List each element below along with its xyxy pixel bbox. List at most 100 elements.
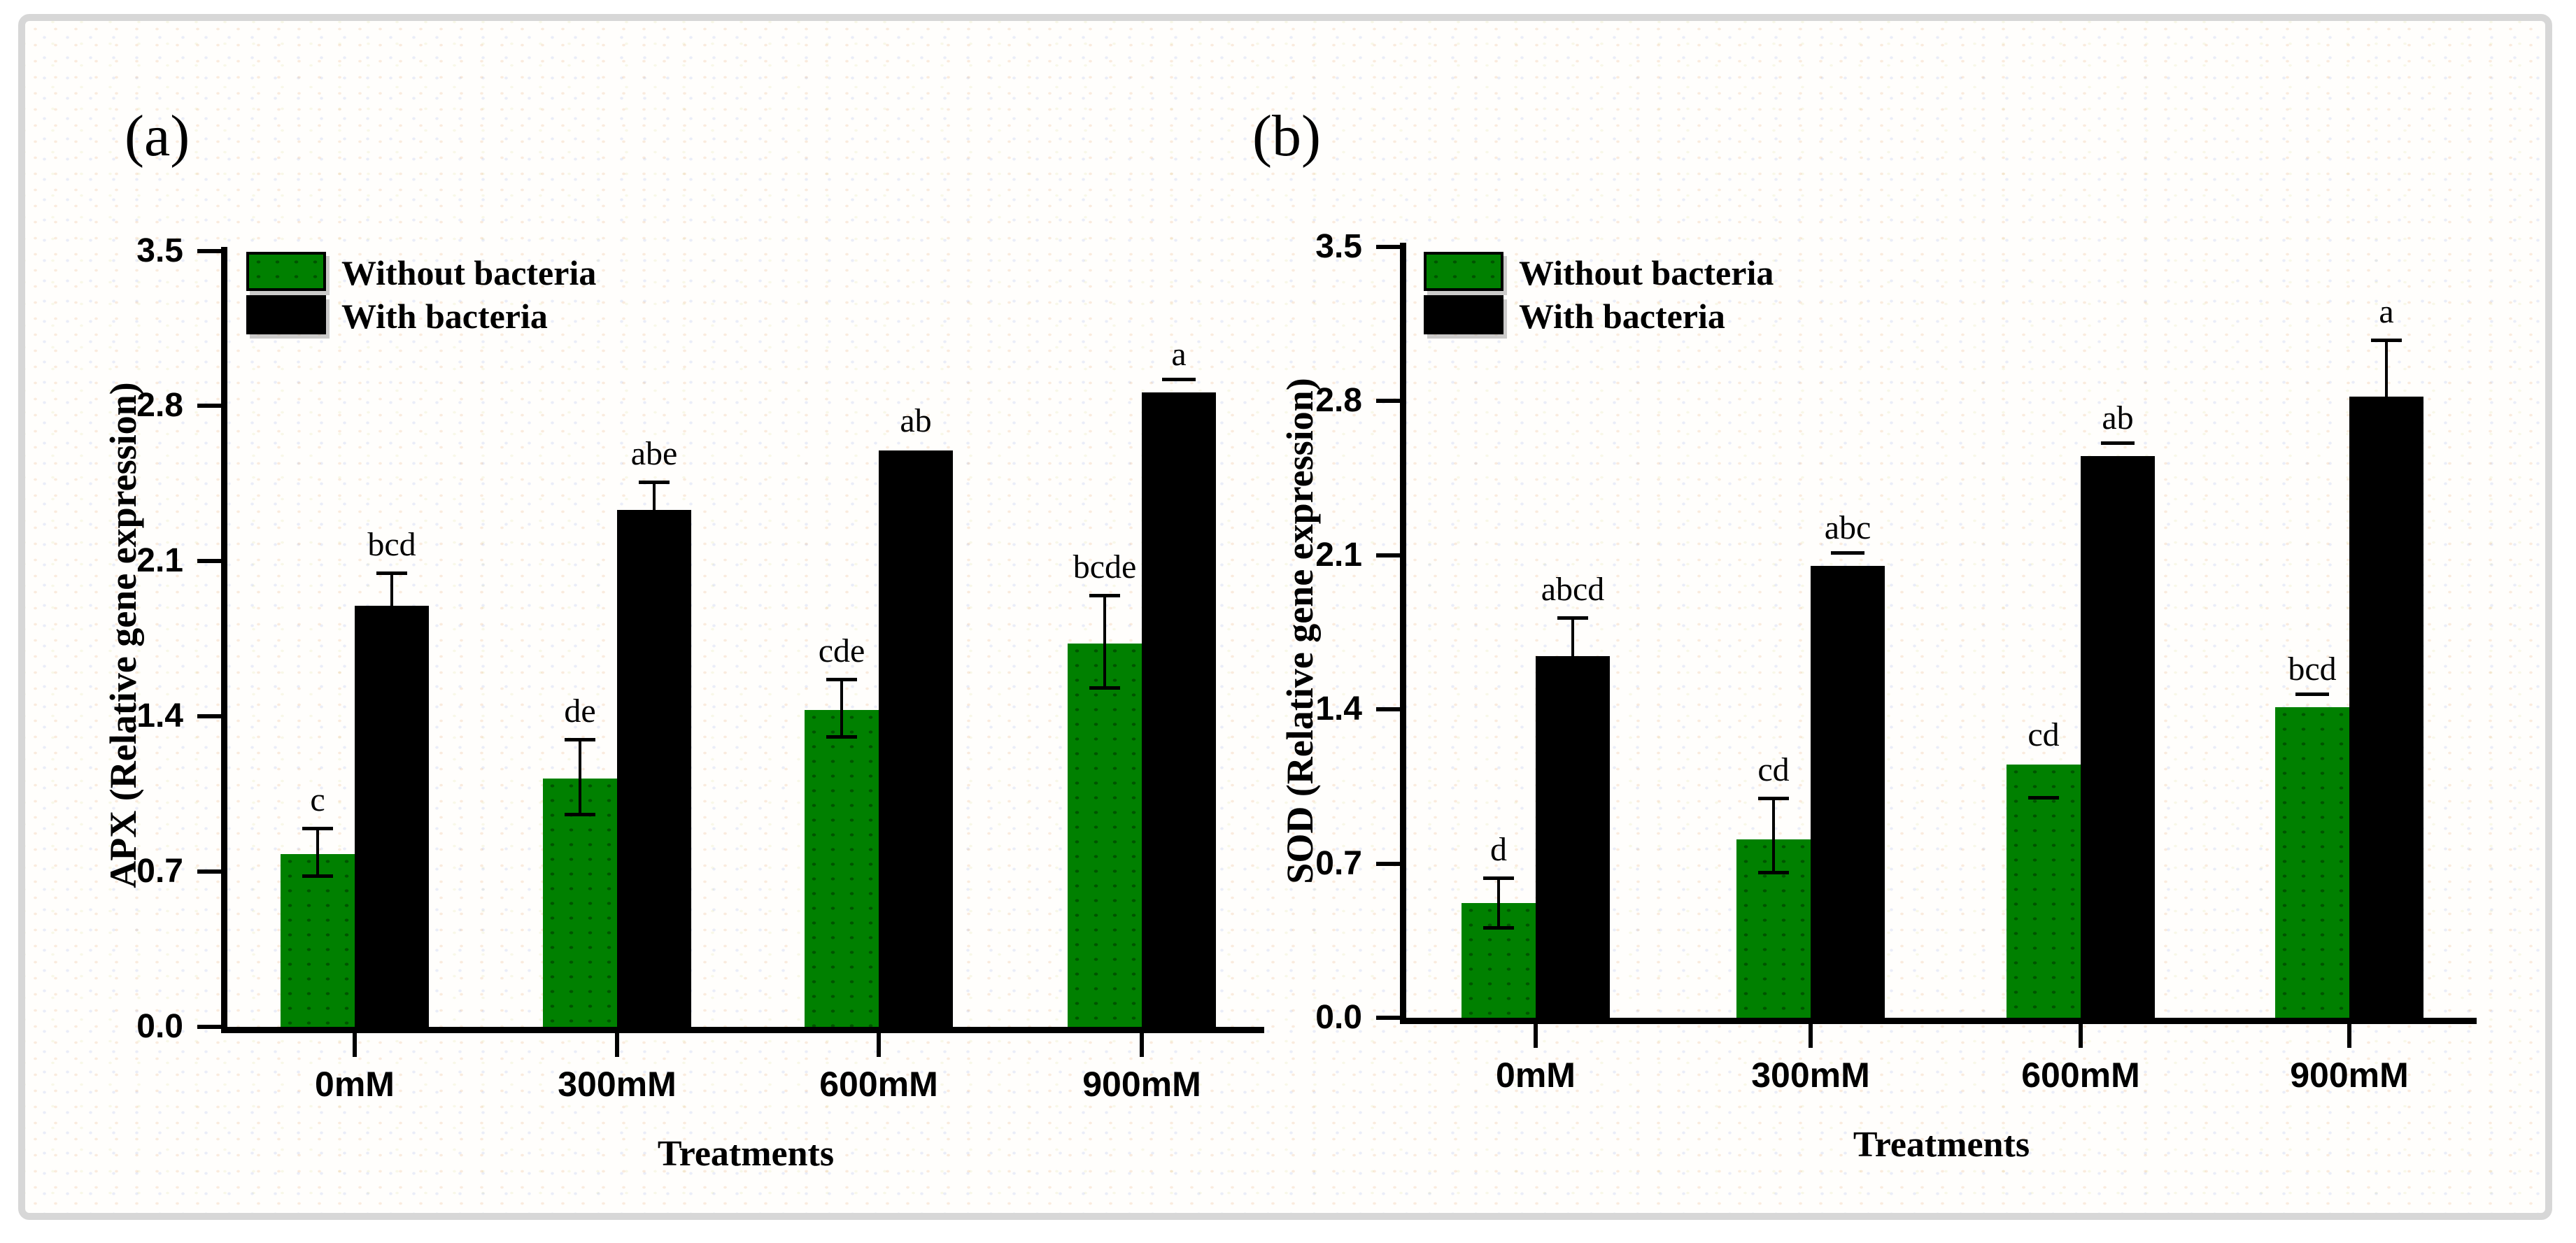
legend-swatch-with-bacteria-a [246, 295, 326, 334]
sig-letter-text: d [1490, 830, 1507, 868]
error-bar-bottom-cap-a [565, 812, 595, 816]
category-label-a-0mM: 0mM [315, 1065, 395, 1104]
y-axis-label-b: SOD (Relative gene expression) [1279, 378, 1321, 884]
error-bar-top-cap-b [1483, 876, 1514, 880]
sig-letter-text: ab [2102, 399, 2134, 436]
x-axis-line-a [221, 1027, 1264, 1033]
error-bar-line-a [390, 574, 393, 606]
sig-letter-underline [1162, 378, 1196, 382]
y-tick-b [1376, 553, 1400, 557]
bar-with-bacteria-900mM-a [1142, 392, 1216, 1027]
legend-swatch-without-bacteria-b [1424, 252, 1503, 291]
error-bar-line-a [579, 741, 581, 814]
x-tick-b [2079, 1024, 2083, 1048]
category-label-a-300mM: 300mM [558, 1065, 677, 1104]
y-tick-a [197, 248, 221, 253]
y-tick-b [1376, 1016, 1400, 1020]
sig-letter-b-300mM-s1: abc [1757, 510, 1939, 555]
y-axis-line-b [1400, 242, 1406, 1024]
x-tick-b [1534, 1024, 1538, 1048]
sig-letter-b-600mM-s0: cd [1953, 716, 2135, 753]
y-tick-label-a: 1.4 [136, 697, 183, 735]
error-bar-line-a [316, 829, 319, 876]
y-axis-label-a: APX (Relative gene expression) [102, 382, 144, 888]
bar-with-bacteria-300mM-b [1811, 566, 1885, 1018]
legend-label-without-bacteria-b: Without bacteria [1519, 253, 1774, 292]
sig-letter-text: cd [1757, 751, 1790, 789]
x-tick-a [615, 1033, 619, 1057]
y-tick-label-b: 0.7 [1315, 844, 1362, 882]
legend-label-with-bacteria-b: With bacteria [1519, 297, 1725, 336]
x-tick-b [1809, 1024, 1813, 1048]
sig-letter-b-900mM-s0: bcd [2221, 651, 2403, 696]
y-tick-a [197, 559, 221, 564]
x-tick-a [353, 1033, 357, 1057]
sig-letter-b-0mM-s0: d [1408, 830, 1590, 868]
legend-swatch-without-bacteria-a [246, 252, 326, 291]
sig-letter-b-300mM-s0: cd [1683, 752, 1864, 788]
bar-with-bacteria-600mM-b [2081, 455, 2155, 1018]
x-axis-title-a: Treatments [657, 1134, 835, 1174]
sig-letter-text: bcd [367, 526, 416, 564]
x-axis-title-b: Treatments [1853, 1125, 2030, 1165]
y-tick-label-b: 0.0 [1315, 999, 1362, 1036]
legend-swatch-with-bacteria-b [1424, 295, 1503, 334]
sig-letter-text: abcd [1541, 570, 1605, 608]
bar-without-bacteria-300mM-a [543, 778, 617, 1027]
category-label-b-900mM: 900mM [2290, 1056, 2409, 1095]
error-bar-bottom-cap-b [1758, 871, 1789, 875]
y-tick-a [197, 404, 221, 409]
bar-with-bacteria-300mM-a [617, 510, 691, 1027]
sig-letter-a-900mM-s1: a [1088, 336, 1270, 382]
error-bar-line-a [653, 483, 656, 511]
error-bar-line-b [1772, 800, 1775, 873]
error-bar-line-b [1497, 879, 1500, 928]
x-tick-b [2347, 1024, 2351, 1048]
panel-label-b: (b) [1252, 104, 1321, 169]
legend-label-with-bacteria-a: With bacteria [341, 297, 548, 336]
error-bar-bottom-cap-b [2028, 796, 2059, 800]
error-bar-bottom-cap-a [302, 874, 333, 879]
bar-without-bacteria-600mM-a [805, 709, 879, 1027]
bar-with-bacteria-600mM-a [879, 450, 953, 1027]
y-tick-label-b: 3.5 [1315, 227, 1362, 265]
sig-letter-underline [1831, 551, 1864, 555]
category-label-a-600mM: 600mM [819, 1065, 938, 1104]
bar-without-bacteria-900mM-b [2275, 706, 2349, 1018]
bar-with-bacteria-0mM-b [1536, 656, 1610, 1018]
error-bar-top-cap-b [1758, 797, 1789, 801]
sig-letter-a-0mM-s1: bcd [301, 527, 483, 563]
sig-letter-underline [2101, 441, 2135, 445]
sig-letter-text: ab [900, 402, 932, 439]
sig-letter-a-600mM-s1: ab [825, 402, 1007, 439]
error-bar-line-b [2385, 341, 2388, 397]
x-tick-a [877, 1033, 881, 1057]
error-bar-top-cap-a [565, 738, 595, 742]
category-label-b-300mM: 300mM [1751, 1056, 1870, 1095]
category-label-a-900mM: 900mM [1082, 1065, 1201, 1104]
error-bar-line-b [1571, 618, 1574, 657]
y-axis-line-a [221, 246, 227, 1033]
y-tick-a [197, 869, 221, 874]
sig-letter-a-900mM-s0: bcde [1014, 549, 1196, 585]
error-bar-top-cap-a [302, 826, 333, 830]
bar-without-bacteria-600mM-b [2007, 764, 2081, 1018]
sig-letter-text: cde [818, 632, 865, 670]
y-tick-b [1376, 861, 1400, 866]
error-bar-bottom-cap-a [1089, 686, 1120, 690]
bar-with-bacteria-0mM-a [355, 605, 429, 1027]
sig-letter-text: a [2379, 292, 2394, 330]
error-bar-top-cap-a [376, 571, 407, 576]
sig-letter-text: abe [630, 435, 678, 473]
category-label-b-600mM: 600mM [2021, 1056, 2140, 1095]
y-tick-label-a: 2.8 [136, 387, 183, 425]
sig-letter-text: bcd [2288, 650, 2337, 688]
error-bar-line-a [1103, 597, 1106, 688]
y-tick-b [1376, 707, 1400, 711]
sig-letter-a-600mM-s0: cde [751, 633, 933, 669]
y-tick-label-a: 2.1 [136, 542, 183, 580]
bar-with-bacteria-900mM-b [2349, 396, 2423, 1018]
y-tick-b [1376, 399, 1400, 403]
bar-without-bacteria-0mM-a [281, 853, 355, 1027]
y-tick-label-b: 2.8 [1315, 382, 1362, 419]
